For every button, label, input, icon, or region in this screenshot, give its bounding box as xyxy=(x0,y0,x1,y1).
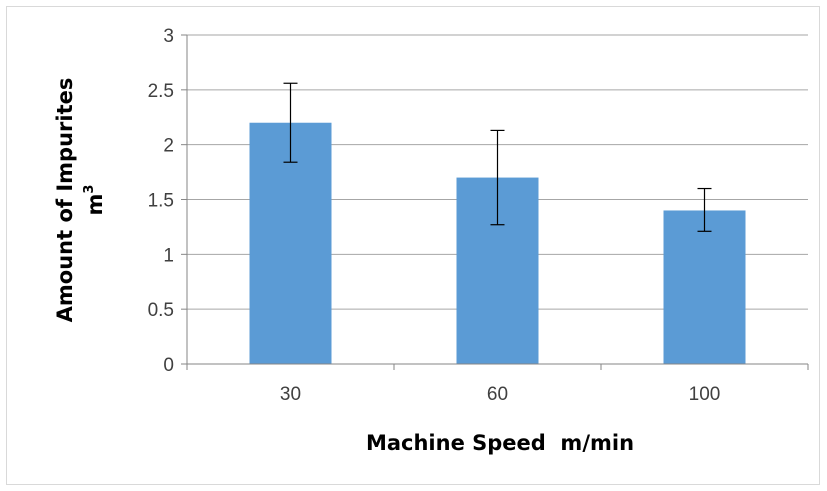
y-axis-unit-base: m xyxy=(83,194,107,216)
y-tick-labels: 0 0.5 1 1.5 2 2.5 3 xyxy=(148,26,174,376)
x-tick-labels: 30 60 100 xyxy=(280,384,720,405)
error-bars xyxy=(283,82,712,232)
y-axis-unit-superscript: 3 xyxy=(82,185,97,194)
axes xyxy=(186,35,809,370)
bar xyxy=(249,122,332,364)
x-axis-title: Machine Speed m/min xyxy=(366,431,634,455)
x-tick-label: 60 xyxy=(487,384,508,405)
y-tick-label: 3 xyxy=(163,26,174,47)
y-axis-unit: m3 xyxy=(82,185,107,216)
y-axis-title-group: Amount of Impurites xyxy=(53,78,77,323)
y-tick-label: 2 xyxy=(163,136,174,157)
bar xyxy=(663,210,746,364)
x-tick-label: 30 xyxy=(280,384,301,405)
x-tick-label: 100 xyxy=(689,384,721,405)
y-axis-title: Amount of Impurites xyxy=(53,78,77,323)
y-tick-label: 1.5 xyxy=(148,191,174,212)
y-tick-label: 0 xyxy=(163,355,174,376)
y-tick-label: 0.5 xyxy=(148,300,174,321)
y-axis-unit-group: m3 xyxy=(82,185,107,216)
y-tick-label: 2.5 xyxy=(148,81,174,102)
y-tick-label: 1 xyxy=(163,245,174,266)
